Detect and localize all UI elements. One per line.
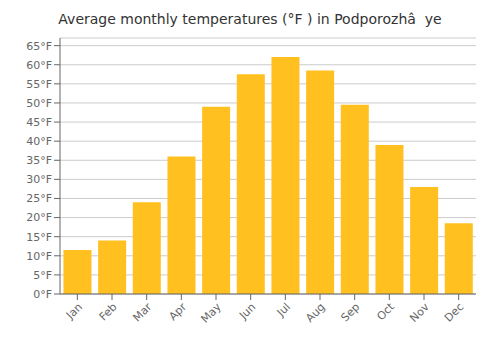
svg-text:Mar: Mar: [130, 300, 154, 324]
svg-text:25°F: 25°F: [26, 192, 52, 205]
svg-text:May: May: [198, 300, 224, 326]
svg-text:65°F: 65°F: [26, 40, 52, 53]
svg-text:15°F: 15°F: [26, 231, 52, 244]
svg-text:Jul: Jul: [274, 300, 293, 319]
svg-text:50°F: 50°F: [26, 97, 52, 110]
svg-text:55°F: 55°F: [26, 78, 52, 91]
svg-text:Jun: Jun: [236, 300, 258, 322]
svg-text:Feb: Feb: [97, 300, 120, 323]
svg-text:Apr: Apr: [166, 300, 189, 323]
svg-text:Nov: Nov: [407, 300, 432, 325]
svg-text:40°F: 40°F: [26, 135, 52, 148]
svg-text:5°F: 5°F: [33, 269, 52, 282]
svg-text:60°F: 60°F: [26, 59, 52, 72]
svg-text:35°F: 35°F: [26, 154, 52, 167]
svg-text:0°F: 0°F: [33, 288, 52, 301]
svg-text:30°F: 30°F: [26, 173, 52, 186]
svg-text:10°F: 10°F: [26, 250, 52, 263]
svg-text:Oct: Oct: [374, 300, 397, 323]
svg-text:Jan: Jan: [63, 300, 85, 322]
svg-text:20°F: 20°F: [26, 211, 52, 224]
svg-text:45°F: 45°F: [26, 116, 52, 129]
html-text:Average monthly temperatures (: Average monthly temperatures (°F ) in Po…: [58, 11, 442, 27]
svg-text:Dec: Dec: [442, 300, 466, 324]
svg-text:Sep: Sep: [338, 300, 362, 324]
svg-text:Aug: Aug: [303, 300, 327, 324]
